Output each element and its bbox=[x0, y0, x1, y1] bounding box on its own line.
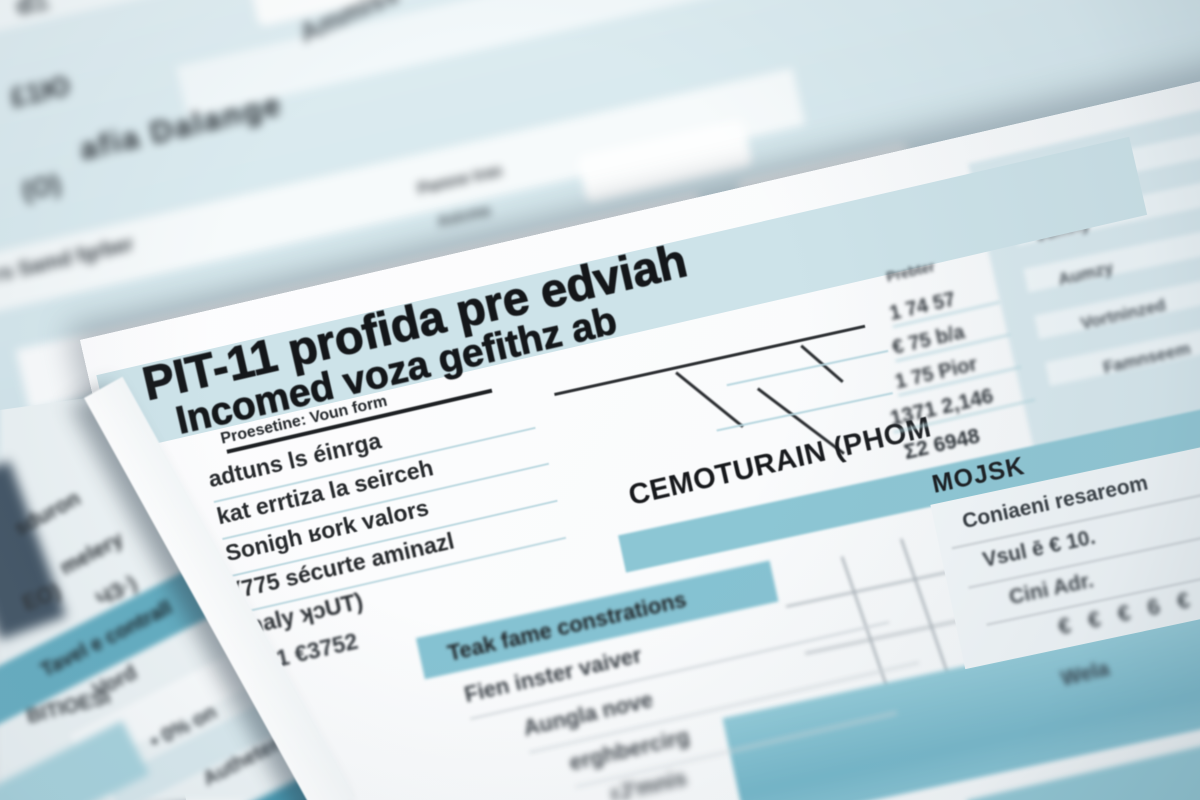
corner-scribble: (O) bbox=[18, 168, 64, 207]
table-line-vertical bbox=[675, 371, 744, 428]
left-form-scribble: melery bbox=[56, 527, 127, 580]
mojsk-row: Vsul ē € 10. bbox=[980, 525, 1098, 572]
background-form-label: afia Dalange bbox=[76, 86, 286, 167]
corner-scribble: £1Ю bbox=[7, 69, 73, 114]
table-row-line bbox=[726, 349, 889, 387]
